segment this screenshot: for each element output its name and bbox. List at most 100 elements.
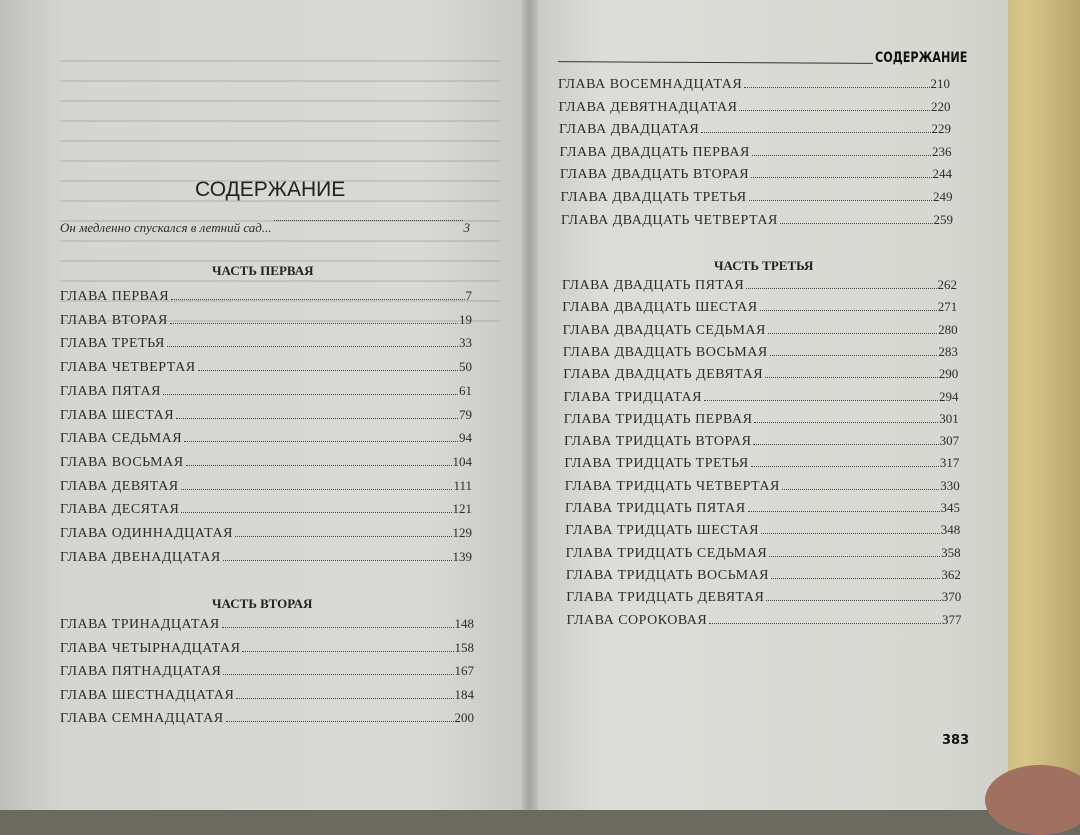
toc-entry: ГЛАВА ЧЕТВЕРТАЯ 50 xyxy=(60,359,472,376)
leader-dots xyxy=(744,87,930,88)
toc-entry: ГЛАВА ТРИДЦАТЬ СЕДЬМАЯ 358 xyxy=(566,545,961,562)
leader-dots xyxy=(781,488,940,490)
chapter-title: ГЛАВА ДЕВЯТНАДЦАТАЯ xyxy=(558,99,738,115)
leader-dots xyxy=(751,154,931,156)
leader-dots xyxy=(180,488,453,490)
leader-dots xyxy=(769,555,941,557)
leader-dots xyxy=(760,533,940,535)
toc-entry: ГЛАВА ПЕРВАЯ 7 xyxy=(60,288,472,305)
toc-entry: ГЛАВА ТРИНАДЦАТАЯ 148 xyxy=(60,616,474,633)
chapter-title: ГЛАВА ТРИДЦАТЬ СЕДЬМАЯ xyxy=(565,545,768,561)
toc-entry: ГЛАВА ВОСЕМНАДЦАТАЯ 210 xyxy=(558,76,950,93)
contents-title: СОДЕРЖАНИЕ xyxy=(195,178,346,201)
toc-entry: ГЛАВА ТРИДЦАТЬ ВОСЬМАЯ 362 xyxy=(566,567,961,584)
leader-dots xyxy=(181,512,452,514)
chapter-page: 283 xyxy=(938,343,958,359)
toc-entry: ГЛАВА ДВАДЦАТЬ ВОСЬМАЯ 283 xyxy=(563,344,958,361)
chapter-title: ГЛАВА ДЕВЯТАЯ xyxy=(60,478,179,494)
leader-dots xyxy=(242,650,454,652)
part-three-heading: ЧАСТЬ ТРЕТЬЯ xyxy=(714,258,814,273)
chapter-title: ГЛАВА ДЕСЯТАЯ xyxy=(60,502,180,518)
chapter-title: ГЛАВА ТРИДЦАТЬ ЧЕТВЕРТАЯ xyxy=(564,478,780,494)
chapter-title: ГЛАВА ТРИДЦАТЬ ПЕРВАЯ xyxy=(563,411,753,427)
toc-entry: ГЛАВА ТРЕТЬЯ 33 xyxy=(60,335,472,352)
chapter-title: ГЛАВА ТРИНАДЦАТАЯ xyxy=(60,617,220,632)
chapter-title: ГЛАВА ДВАДЦАТЬ ШЕСТАЯ xyxy=(562,300,758,316)
chapter-page: 370 xyxy=(941,589,962,605)
leader-dots xyxy=(746,288,937,289)
toc-entry: ГЛАВА ТРИДЦАТАЯ 294 xyxy=(564,389,959,406)
leader-dots xyxy=(767,332,938,334)
toc-entry: ГЛАВА ДЕСЯТАЯ 121 xyxy=(60,501,472,518)
chapter-page: 271 xyxy=(937,299,958,315)
chapter-page: 362 xyxy=(941,566,961,582)
chapter-page: 50 xyxy=(459,359,472,375)
chapter-page: 210 xyxy=(930,76,951,91)
toc-entry: ГЛАВА ДВАДЦАТЬ ПЕРВАЯ 236 xyxy=(560,144,952,161)
leader-dots xyxy=(223,674,454,675)
leader-dots xyxy=(234,536,452,537)
chapter-title: ГЛАВА ДВАДЦАТЬ ЧЕТВЕРТАЯ xyxy=(561,212,778,228)
chapter-title: ГЛАВА ДВАДЦАТЬ ДЕВЯТАЯ xyxy=(563,367,764,383)
thumb xyxy=(985,765,1080,835)
toc-entry: ГЛАВА ДВАДЦАТЬ ШЕСТАЯ 271 xyxy=(562,299,957,316)
chapter-title: ГЛАВА ТРИДЦАТЬ ВОСЬМАЯ xyxy=(565,567,770,583)
leader-dots xyxy=(171,299,465,300)
chapter-page: 61 xyxy=(459,382,472,398)
leader-dots xyxy=(273,220,463,221)
chapter-page: 348 xyxy=(940,522,961,538)
leader-dots xyxy=(751,177,932,179)
chapter-title: ГЛАВА ТРИДЦАТЬ ВТОРАЯ xyxy=(564,434,752,450)
toc-entry: ГЛАВА ТРИДЦАТЬ ВТОРАЯ 307 xyxy=(564,433,959,450)
toc-entry: ГЛАВА ДВАДЦАТЬ СЕДЬМАЯ 280 xyxy=(563,322,958,339)
chapter-page: 330 xyxy=(940,477,960,493)
toc-entry: ГЛАВА ДВЕНАДЦАТАЯ 139 xyxy=(60,549,472,566)
chapter-page: 229 xyxy=(931,121,952,137)
leader-dots xyxy=(748,200,932,201)
chapter-title: ГЛАВА ДВАДЦАТЬ СЕДЬМАЯ xyxy=(562,322,766,338)
toc-entry: ГЛАВА ШЕСТНАДЦАТАЯ 184 xyxy=(60,687,474,704)
toc-entry: ГЛАВА ВТОРАЯ 19 xyxy=(60,312,472,329)
left-page: СОДЕРЖАНИЕ Он медленно спускался в летни… xyxy=(0,0,530,810)
chapter-title: ГЛАВА ТРИДЦАТЬ ШЕСТАЯ xyxy=(565,523,759,539)
chapter-title: ГЛАВА ОДИННАДЦАТАЯ xyxy=(60,526,233,541)
right-page: ГЛАВА ВОСЕМНАДЦАТАЯ 210 ГЛАВА ДЕВЯТНАДЦАТА… xyxy=(530,0,1008,810)
chapter-page: 377 xyxy=(942,611,962,627)
toc-entry: ГЛАВА ДВАДЦАТАЯ 229 xyxy=(559,121,951,138)
chapter-page: 345 xyxy=(940,500,961,515)
intro-label: Он медленно спускался в летний сад... xyxy=(60,220,272,235)
chapter-page: 301 xyxy=(939,410,959,426)
leader-dots xyxy=(185,464,452,466)
running-header: СОДЕРЖАНИЕ xyxy=(875,50,968,66)
chapter-title: ГЛАВА ЧЕТВЕРТАЯ xyxy=(60,360,196,376)
part-two-heading: ЧАСТЬ ВТОРАЯ xyxy=(212,596,313,611)
chapter-title: ГЛАВА СОРОКОВАЯ xyxy=(566,612,708,628)
leader-dots xyxy=(759,310,937,312)
chapter-title: ГЛАВА ДВАДЦАТЬ ВОСЬМАЯ xyxy=(562,344,768,360)
toc-entry: ГЛАВА ДВАДЦАТЬ ЧЕТВЕРТАЯ 259 xyxy=(561,212,953,229)
chapter-page: 280 xyxy=(938,321,958,337)
toc-entry: ГЛАВА ДЕВЯТАЯ 111 xyxy=(60,478,472,495)
chapter-title: ГЛАВА ТРИДЦАТЬ ПЯТАЯ xyxy=(565,501,746,516)
chapter-page: 111 xyxy=(453,477,472,493)
chapter-title: ГЛАВА ТРЕТЬЯ xyxy=(60,336,165,352)
chapter-page: 79 xyxy=(459,406,472,422)
chapter-title: ГЛАВА ТРИДЦАТЬ ДЕВЯТАЯ xyxy=(566,590,765,606)
chapter-title: ГЛАВА ДВАДЦАТЬ ВТОРАЯ xyxy=(560,167,750,183)
chapter-page: 290 xyxy=(938,366,959,382)
chapter-page: 317 xyxy=(939,455,960,471)
bleed-through-text xyxy=(60,60,500,330)
leader-dots xyxy=(236,697,454,699)
toc-intro-entry: Он медленно спускался в летний сад... 3 xyxy=(60,220,470,236)
leader-dots xyxy=(771,577,941,579)
chapter-title: ГЛАВА ДВАДЦАТАЯ xyxy=(559,122,700,138)
leader-dots xyxy=(709,622,941,624)
chapter-page: 236 xyxy=(932,143,952,159)
leader-dots xyxy=(225,721,454,722)
toc-entry: ГЛАВА СЕМНАДЦАТАЯ 200 xyxy=(60,710,474,727)
chapter-title: ГЛАВА ШЕСТАЯ xyxy=(60,407,175,423)
toc-entry: ГЛАВА ДВАДЦАТЬ ТРЕТЬЯ 249 xyxy=(561,189,953,206)
chapter-page: 184 xyxy=(454,686,475,702)
chapter-page: 249 xyxy=(933,189,953,204)
toc-entry: ГЛАВА ТРИДЦАТЬ ПЯТАЯ 345 xyxy=(565,500,960,517)
